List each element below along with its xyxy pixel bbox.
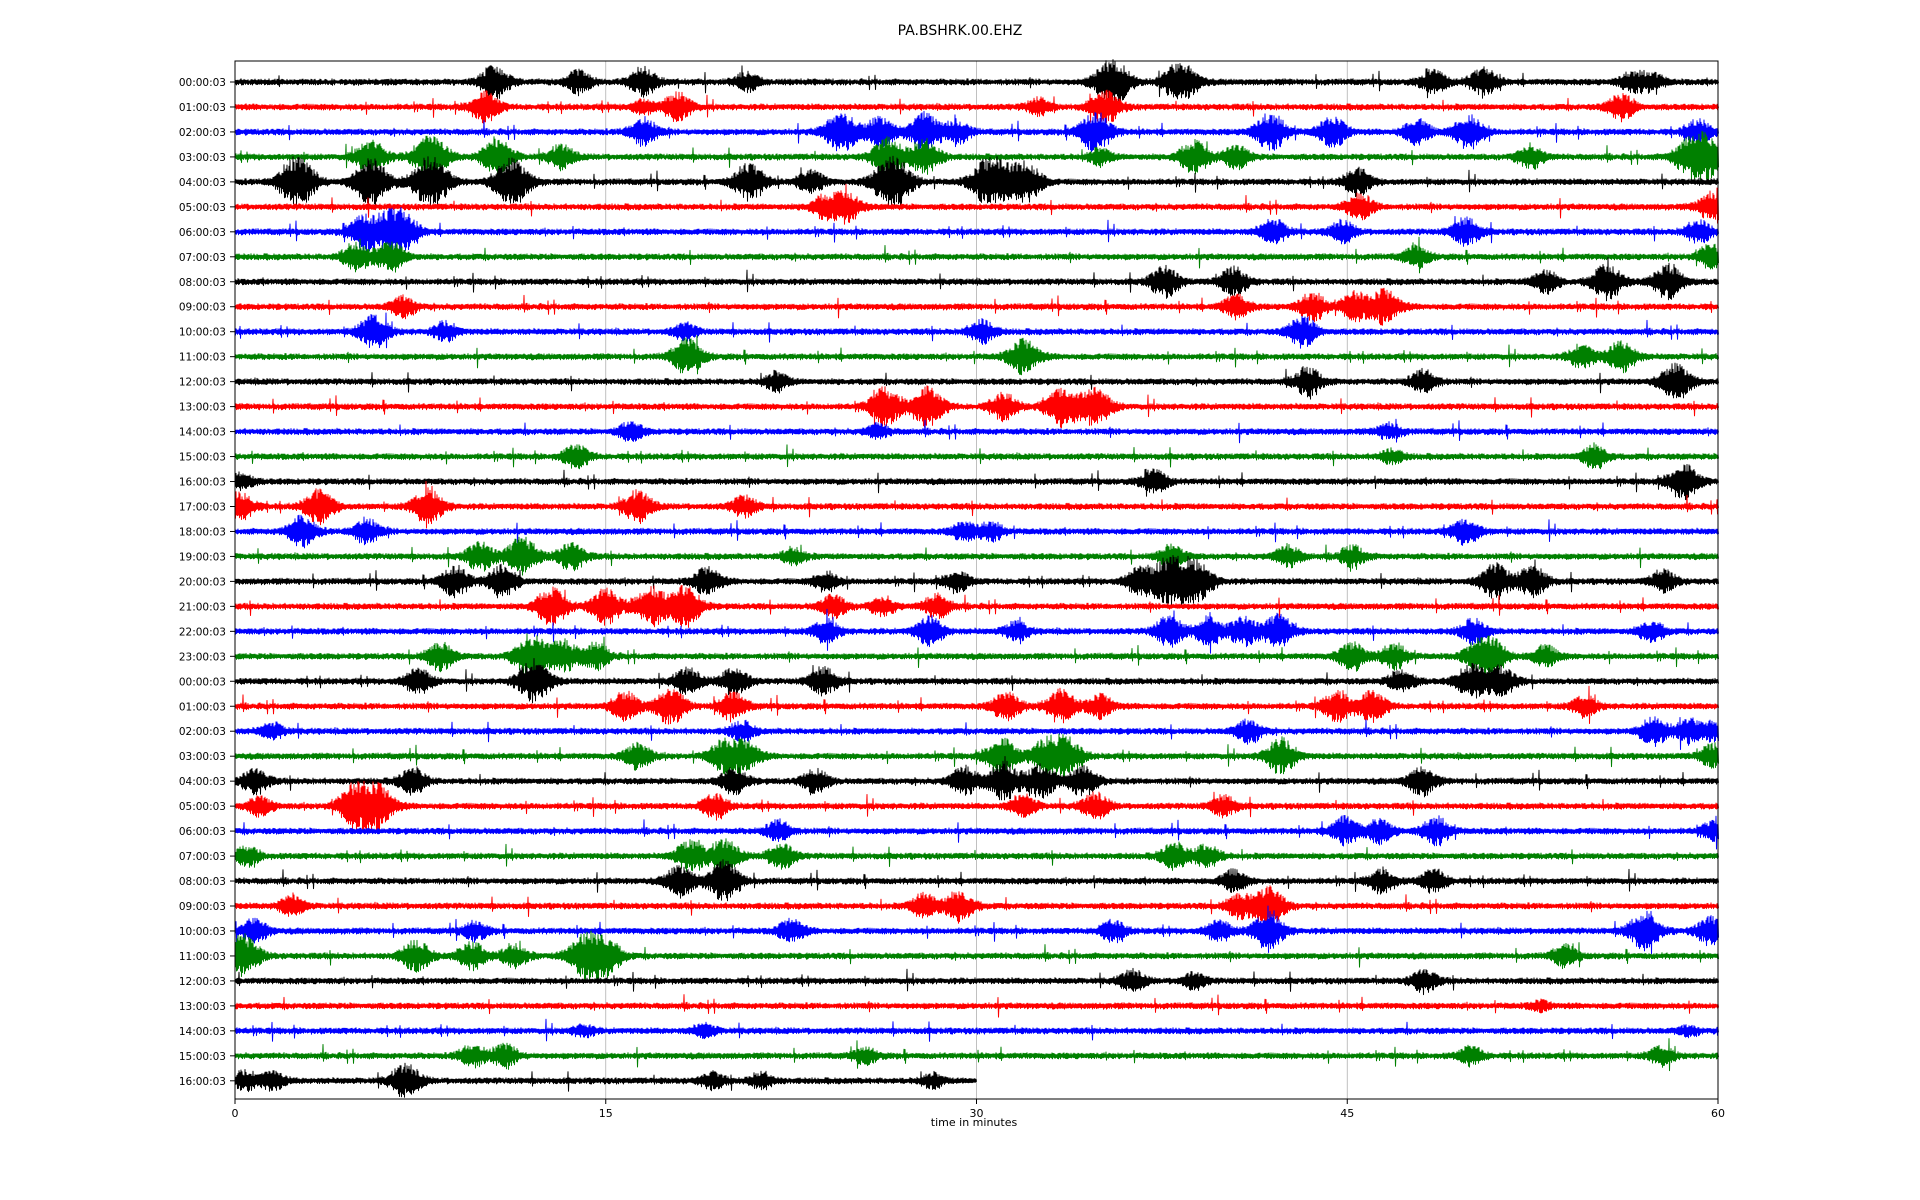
trace-row-33 [234,885,1719,925]
trace-row-17 [234,481,1719,529]
row-time-label: 06:00:03 [179,826,226,838]
row-time-label: 23:00:03 [179,651,226,663]
trace-row-34 [234,905,1719,955]
x-tick-label: 0 [232,1107,239,1120]
trace-row-39 [234,1038,1719,1072]
x-tick-label: 15 [599,1107,613,1120]
row-time-label: 02:00:03 [179,127,226,139]
row-time-label: 20:00:03 [179,576,226,588]
trace-row-38 [234,1018,1719,1042]
row-time-label: 08:00:03 [179,876,226,888]
row-time-label: 15:00:03 [179,1051,226,1063]
row-time-label: 00:00:03 [179,77,226,89]
row-time-label: 22:00:03 [179,626,226,638]
row-time-label: 05:00:03 [179,202,226,214]
row-time-label: 03:00:03 [179,751,226,763]
trace-row-28 [234,756,1719,801]
trace-row-1 [234,89,1719,124]
row-time-label: 10:00:03 [179,926,226,938]
trace-row-37 [234,994,1719,1018]
row-time-label: 13:00:03 [179,1001,226,1013]
trace-row-23 [234,633,1719,681]
trace-row-13 [234,385,1719,429]
row-time-label: 10:00:03 [179,327,226,339]
row-time-label: 14:00:03 [179,1026,226,1038]
trace-row-30 [234,815,1719,850]
row-time-label: 01:00:03 [179,701,226,713]
trace-row-4 [234,155,1719,208]
row-time-label: 03:00:03 [179,152,226,164]
trace-row-22 [234,608,1719,654]
trace-row-14 [234,418,1719,444]
trace-row-12 [234,362,1719,400]
x-tick-label: 45 [1340,1107,1354,1120]
trace-row-15 [234,442,1719,470]
row-time-labels: 00:00:03 01:00:03 02:00:03 03:00:03 04:00:03… [179,77,235,1088]
x-tick-label: 30 [970,1107,984,1120]
trace-row-32 [234,859,1719,902]
row-time-label: 11:00:03 [179,951,226,963]
x-tick-label: 60 [1711,1107,1725,1120]
trace-row-19 [234,536,1719,576]
trace-row-5 [234,183,1719,225]
trace-row-25 [234,685,1719,725]
trace-row-7 [234,236,1719,274]
trace-row-26 [234,716,1719,750]
row-time-label: 09:00:03 [179,901,226,913]
row-time-label: 13:00:03 [179,402,226,414]
row-time-label: 06:00:03 [179,227,226,239]
row-time-label: 15:00:03 [179,452,226,464]
chart-title: PA.BSHRK.00.EHZ [898,23,1023,39]
row-time-label: 19:00:03 [179,551,226,563]
row-time-label: 18:00:03 [179,526,226,538]
row-time-label: 00:00:03 [179,676,226,688]
trace-row-27 [234,733,1719,780]
trace-row-6 [234,207,1719,259]
trace-row-2 [234,110,1719,154]
trace-row-3 [234,130,1719,183]
trace-row-11 [234,335,1719,376]
trace-row-35 [234,930,1719,983]
trace-row-20 [234,555,1719,608]
row-time-label: 04:00:03 [179,177,226,189]
trace-row-24 [234,658,1719,704]
trace-row-0 [234,59,1719,106]
row-time-label: 16:00:03 [179,1076,226,1088]
row-time-label: 11:00:03 [179,352,226,364]
row-time-label: 04:00:03 [179,776,226,788]
trace-row-36 [234,967,1719,996]
row-time-label: 02:00:03 [179,726,226,738]
row-time-label: 01:00:03 [179,102,226,114]
row-time-label: 12:00:03 [179,377,226,389]
row-time-label: 07:00:03 [179,851,226,863]
row-time-label: 17:00:03 [179,501,226,513]
trace-row-8 [234,257,1719,302]
trace-row-31 [234,838,1719,874]
row-time-label: 07:00:03 [179,252,226,264]
row-time-label: 12:00:03 [179,976,226,988]
trace-row-29 [234,780,1719,832]
trace-row-16 [234,464,1719,501]
trace-row-40 [234,1062,977,1098]
row-time-label: 16:00:03 [179,477,226,489]
trace-row-21 [234,584,1719,628]
trace-row-18 [234,514,1719,549]
x-axis-label: time in minutes [931,1116,1018,1129]
row-time-label: 21:00:03 [179,601,226,613]
x-axis: 0 15 30 45 60 [232,1099,1725,1120]
trace-row-9 [234,287,1719,326]
row-time-label: 09:00:03 [179,302,226,314]
row-time-label: 14:00:03 [179,427,226,439]
row-time-label: 05:00:03 [179,801,226,813]
seismic-traces [234,59,1719,1098]
row-time-label: 08:00:03 [179,277,226,289]
trace-row-10 [234,312,1719,349]
